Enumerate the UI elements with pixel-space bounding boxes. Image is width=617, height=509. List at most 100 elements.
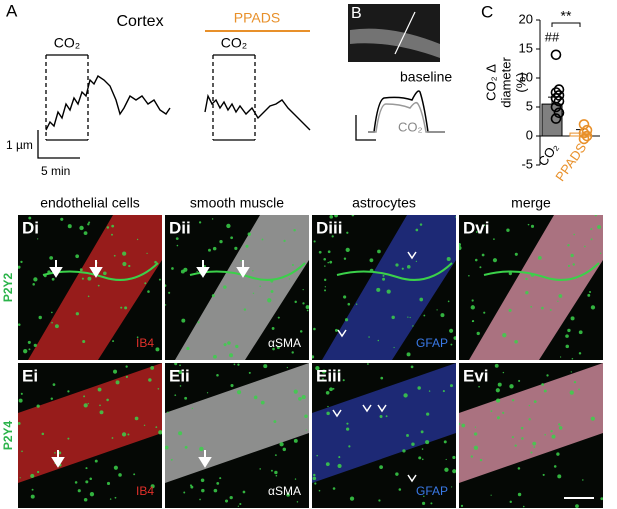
arrow [51,450,65,468]
speckle [174,363,178,366]
caret [362,404,372,413]
treatment-label: PPADS [234,10,280,26]
speckle [272,347,275,351]
arrow [198,450,212,468]
speckle [74,481,78,484]
micrograph [165,215,309,360]
speckle [230,383,234,388]
speckle [253,395,258,400]
speckle [83,395,86,398]
speckle [112,340,115,343]
speckle [337,463,342,469]
speckle [556,452,560,456]
stain-label: IB4 [136,336,154,350]
speckle [21,450,23,453]
speckle [236,390,242,395]
speckle [157,387,160,390]
speckle [216,373,219,377]
speckle [474,426,477,428]
speckle [213,354,217,359]
speckle [410,365,414,369]
caret [337,329,347,338]
data-point [550,101,562,113]
speckle [155,426,158,429]
speckle [18,265,21,269]
speckle [578,388,580,391]
speckle [165,445,169,450]
speckle [77,489,81,493]
speckle [240,260,242,262]
speckle [267,298,272,303]
speckle [325,462,330,467]
speckle [20,392,23,395]
speckle [571,357,574,360]
speckle [203,265,206,268]
speckle [582,479,584,481]
speckle [150,365,155,370]
speckle [479,266,482,269]
speckle [312,355,315,359]
speckle [291,263,294,266]
caret [377,404,387,413]
speckle [348,445,351,448]
speckle [570,253,574,258]
speckle [99,410,104,415]
speckle [199,498,201,501]
speckle [183,491,186,494]
speckle [37,238,39,240]
speckle [565,344,570,349]
speckle [344,318,349,322]
speckle [391,315,395,320]
speckle [176,244,179,247]
speckle [600,497,603,501]
speckle [113,465,118,470]
speckle [150,484,155,489]
speckle [111,437,114,439]
vessel [322,215,456,360]
speckle [106,226,110,229]
speckle [470,455,473,458]
speckle [125,365,128,368]
speckle [412,325,414,327]
panel-label: Dvi [463,218,489,237]
speckle [175,237,179,241]
speckle [18,323,21,326]
speckle [178,431,183,436]
speckle [589,291,592,294]
speckle [288,278,291,280]
speckle [79,268,83,272]
speckle [213,488,218,493]
speckle [270,290,274,293]
speckle [275,474,278,477]
speckle [398,488,402,491]
speckle [368,336,370,338]
speckle [191,407,194,410]
speckle [590,305,596,310]
speckle [51,277,55,281]
annotation: ** [561,8,572,24]
speckle [346,427,350,431]
speckle [459,245,462,251]
trace [45,74,171,131]
speckle [224,499,229,503]
speckle [377,249,381,254]
speckle [179,385,182,387]
speckle [382,277,386,281]
vessel [175,215,309,360]
speckle [97,387,102,392]
speckle [376,287,381,292]
speckle [476,331,480,336]
speckle [296,501,299,503]
speckle [41,432,45,436]
speckle [549,309,552,311]
speckle [415,260,418,263]
speckle [569,390,574,395]
speckle [166,411,169,414]
speckle [329,387,333,392]
speckle [216,481,220,485]
scale-bar [355,115,376,141]
data-point [553,107,565,119]
speckle [49,256,54,260]
y-tick-label: 15 [519,40,533,55]
speckle [572,263,575,266]
